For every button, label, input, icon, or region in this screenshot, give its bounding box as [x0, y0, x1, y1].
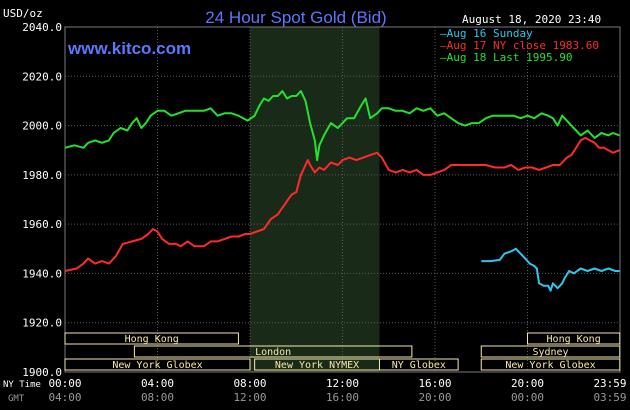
x-tick-label-ny: 16:00 [418, 377, 451, 390]
session-label: London [255, 347, 291, 358]
chart-title: 24 Hour Spot Gold (Bid) [205, 8, 386, 27]
series-line-3 [64, 90, 620, 162]
x-tick-label-gmt: 08:00 [141, 391, 174, 404]
session-label: Sydney [532, 347, 568, 358]
session-label: New York NYMEX [275, 360, 359, 371]
y-tick-label: 1960.0 [22, 218, 62, 231]
session-label: New York Globex [112, 360, 202, 371]
y-tick-label: 1980.0 [22, 169, 62, 182]
session-bar: New York Globex [64, 358, 251, 371]
x-tick-label-gmt: 00:00 [511, 391, 544, 404]
session-bar-outline [527, 332, 621, 345]
series-line-1 [481, 247, 620, 292]
x-tick-label-gmt: 12:00 [233, 391, 266, 404]
session-bar-outline [379, 358, 459, 371]
session-bar-outline [480, 358, 621, 371]
x-tick-label-gmt: 03:59 [593, 391, 626, 404]
session-bar: Hong Kong [527, 332, 621, 345]
session-bar: London [133, 345, 413, 358]
session-bar-outline [64, 358, 251, 371]
session-bar: NY Globex [379, 358, 459, 371]
x-tick-label-ny: 12:00 [326, 377, 359, 390]
session-bar-outline [480, 345, 621, 358]
x-tick-label-gmt: 20:00 [418, 391, 451, 404]
session-bar: Hong Kong [64, 332, 239, 345]
legend: —Aug 16 Sunday—Aug 17 NY close 1983.60—A… [440, 27, 599, 64]
y-tick-label: 2040.0 [22, 21, 62, 34]
x-tick-label-ny: 08:00 [233, 377, 266, 390]
series-line-2 [64, 136, 620, 272]
session-label: Hong Kong [125, 334, 179, 345]
x-axis-label-gmt: GMT [8, 394, 25, 404]
session-label: NY Globex [392, 360, 446, 371]
y-tick-label: 2020.0 [22, 70, 62, 83]
plot-area: Hong Kong London New York Globex New York N… [64, 26, 621, 373]
session-bar: New York Globex [480, 358, 621, 371]
x-tick-label-gmt: 04:00 [48, 391, 81, 404]
session-bar-outline [133, 345, 413, 358]
session-bar: Sydney [480, 345, 621, 358]
highlight-band [250, 27, 380, 372]
session-label: Hong Kong [547, 334, 601, 345]
session-label: New York Globex [505, 360, 595, 371]
legend-entry: —Aug 16 Sunday [440, 27, 533, 40]
x-tick-label-ny: 04:00 [141, 377, 174, 390]
y-tick-label: 1940.0 [22, 267, 62, 280]
x-tick-label-ny: 20:00 [511, 377, 544, 390]
x-tick-label-ny: 00:00 [48, 377, 81, 390]
unit-label: USD/oz [3, 7, 43, 20]
x-tick-label-ny: 23:59 [593, 377, 626, 390]
timestamp-label: August 18, 2020 23:40 [462, 13, 601, 26]
plot-frame [64, 26, 621, 373]
y-tick-label: 1900.0 [22, 366, 62, 379]
y-tick-label: 2000.0 [22, 120, 62, 133]
x-tick-label-gmt: 16:00 [326, 391, 359, 404]
y-tick-label: 1920.0 [22, 317, 62, 330]
legend-entry: —Aug 17 NY close 1983.60 [440, 39, 599, 52]
legend-entry: —Aug 18 Last 1995.90 [440, 51, 572, 64]
session-bar-outline [64, 332, 239, 345]
watermark: www.kitco.com [67, 39, 191, 58]
x-axis-label-ny-time: NY Time [3, 380, 41, 390]
